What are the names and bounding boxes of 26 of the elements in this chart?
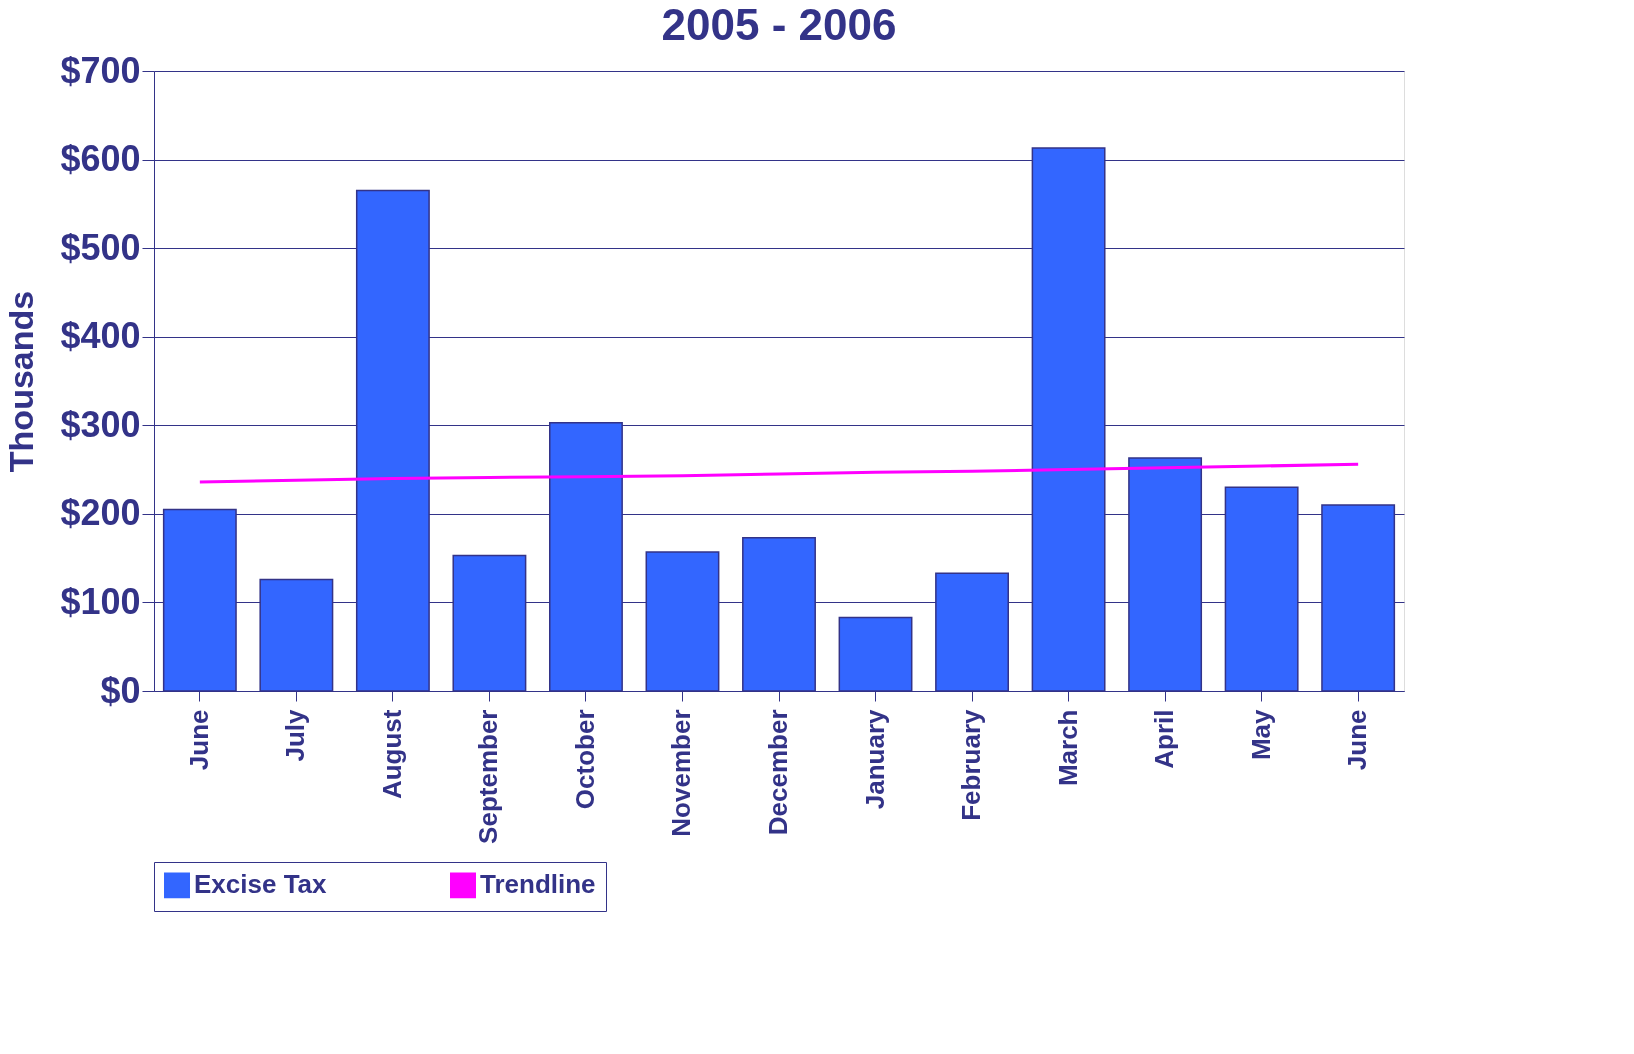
y-axis-title: Thousands <box>2 290 41 473</box>
line-series <box>198 462 1360 484</box>
y-tick-label: $100 <box>60 580 141 622</box>
x-tick-label: February <box>956 708 987 821</box>
x-tick-label: April <box>1149 709 1180 769</box>
y-tick-label: $500 <box>60 226 141 268</box>
x-tick-label: January <box>859 708 890 810</box>
x-tick-label: June <box>183 709 214 771</box>
y-tick-label: $700 <box>60 49 141 91</box>
x-tick-label: March <box>1052 709 1083 787</box>
legend-label: Excise Tax <box>194 869 328 900</box>
x-tick-label: July <box>280 708 311 762</box>
y-tick-label: $200 <box>60 492 141 534</box>
y-tick-label: $300 <box>60 403 141 445</box>
x-tick-label: November <box>666 709 697 837</box>
x-tick-label: December <box>763 709 793 836</box>
x-tick-label: August <box>376 709 407 800</box>
x-tick-label: October <box>569 709 600 810</box>
chart-title: 2005 - 2006 <box>661 0 897 49</box>
x-tick-label: June <box>1342 709 1373 771</box>
y-tick-label: $400 <box>60 315 141 357</box>
y-tick-label: $0 <box>100 669 141 711</box>
x-tick-label: September <box>473 709 504 844</box>
x-tick-label: May <box>1245 708 1276 761</box>
legend-label: Trendline <box>480 869 596 900</box>
y-tick-label: $600 <box>60 138 141 180</box>
